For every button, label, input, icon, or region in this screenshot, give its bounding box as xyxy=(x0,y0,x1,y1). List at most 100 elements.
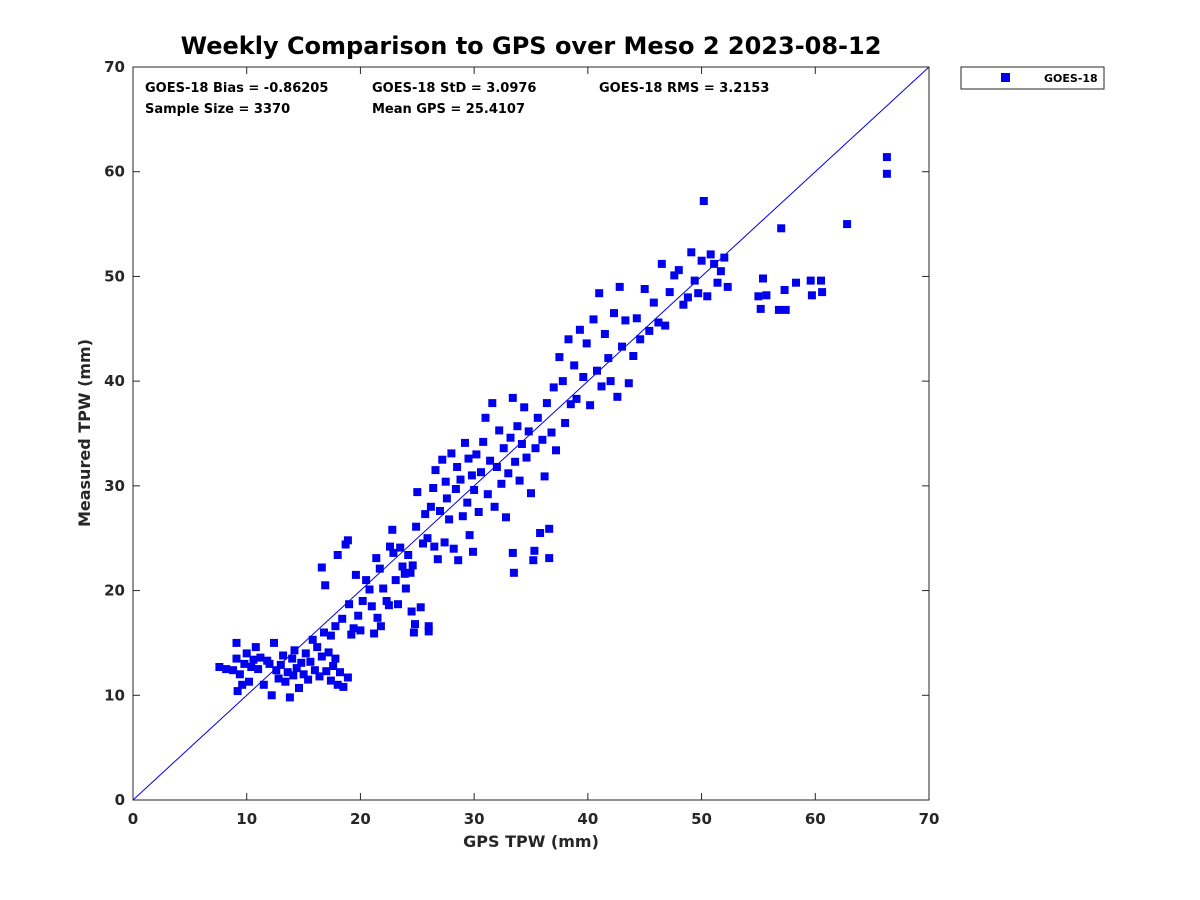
plot-axes xyxy=(132,66,930,801)
data-point xyxy=(283,668,292,677)
data-point xyxy=(461,438,469,447)
data-point xyxy=(606,377,615,386)
y-tick-label: 70 xyxy=(104,58,125,76)
data-point xyxy=(229,666,238,675)
data-point xyxy=(699,197,708,205)
data-point xyxy=(575,325,584,334)
data-point xyxy=(542,399,551,408)
data-points-layer xyxy=(215,153,891,702)
data-point xyxy=(549,383,558,392)
data-point xyxy=(703,292,712,301)
data-point xyxy=(267,691,276,700)
data-point xyxy=(629,352,638,360)
data-point xyxy=(388,525,397,534)
data-point xyxy=(477,468,485,477)
stat-mean-gps: Mean GPS = 25.4107 xyxy=(372,102,525,117)
data-point xyxy=(508,393,517,402)
data-point xyxy=(777,224,786,233)
data-point xyxy=(358,597,367,605)
data-point xyxy=(295,684,303,692)
data-point xyxy=(317,652,326,661)
data-point xyxy=(400,569,409,578)
data-point xyxy=(290,646,299,655)
data-point xyxy=(540,472,549,481)
data-point xyxy=(249,655,258,664)
y-tick-label: 40 xyxy=(104,372,125,390)
data-point xyxy=(621,316,630,325)
data-point xyxy=(426,502,435,511)
data-point xyxy=(336,668,344,677)
data-point xyxy=(349,624,358,633)
data-point xyxy=(406,568,415,577)
data-point xyxy=(454,556,463,565)
data-point xyxy=(624,379,633,388)
data-point xyxy=(640,285,649,293)
data-point xyxy=(394,600,402,609)
stat-bias: GOES-18 Bias = -0.86205 xyxy=(145,81,328,96)
data-point xyxy=(474,508,483,516)
data-point xyxy=(524,427,533,436)
data-point xyxy=(343,673,352,682)
data-point xyxy=(259,680,268,689)
data-point xyxy=(338,614,347,623)
data-point xyxy=(604,354,613,363)
y-axis-ticks: 0 10 20 30 40 50 60 70 xyxy=(104,58,929,809)
data-point xyxy=(527,489,535,498)
data-point xyxy=(472,450,481,459)
data-point xyxy=(341,540,350,549)
data-point xyxy=(792,278,800,287)
data-point xyxy=(384,601,393,610)
data-point xyxy=(356,626,365,635)
data-point xyxy=(270,638,278,647)
data-point xyxy=(522,453,531,462)
data-point xyxy=(313,643,322,652)
data-point xyxy=(288,654,297,663)
data-point xyxy=(636,335,645,344)
data-point xyxy=(265,659,274,668)
data-point xyxy=(431,466,440,475)
data-point xyxy=(536,529,545,537)
data-point xyxy=(504,469,513,478)
data-point xyxy=(479,437,488,446)
data-point xyxy=(347,630,356,639)
data-point xyxy=(445,515,454,524)
data-point xyxy=(304,675,313,684)
data-point xyxy=(354,611,363,620)
data-point xyxy=(281,677,290,686)
data-point xyxy=(424,622,433,631)
stat-sample-size: Sample Size = 3370 xyxy=(145,102,290,117)
data-point xyxy=(564,335,573,344)
data-point xyxy=(382,597,391,605)
data-point xyxy=(247,663,256,671)
data-point xyxy=(447,449,456,458)
data-point xyxy=(379,584,388,593)
data-point xyxy=(289,671,298,680)
data-point xyxy=(843,220,852,229)
data-point xyxy=(310,666,319,675)
data-point xyxy=(613,392,622,401)
data-point xyxy=(429,484,438,492)
data-point xyxy=(780,286,789,294)
data-point xyxy=(232,638,241,647)
data-point xyxy=(690,276,699,285)
data-point xyxy=(531,444,540,453)
data-point xyxy=(759,274,767,283)
data-point xyxy=(597,382,606,391)
data-point xyxy=(697,256,706,265)
data-point xyxy=(694,289,703,298)
data-point xyxy=(251,643,260,652)
data-point xyxy=(508,548,517,557)
data-point xyxy=(817,276,825,285)
data-point xyxy=(440,538,449,547)
data-point xyxy=(517,440,526,448)
data-point xyxy=(408,561,417,570)
x-tick-label: 60 xyxy=(805,810,826,828)
data-point xyxy=(555,353,564,362)
data-point xyxy=(458,512,467,521)
data-point xyxy=(754,292,763,301)
data-point xyxy=(404,551,413,559)
data-point xyxy=(882,153,891,162)
y-tick-label: 50 xyxy=(104,267,125,285)
data-point xyxy=(463,498,472,507)
data-point xyxy=(285,693,294,702)
